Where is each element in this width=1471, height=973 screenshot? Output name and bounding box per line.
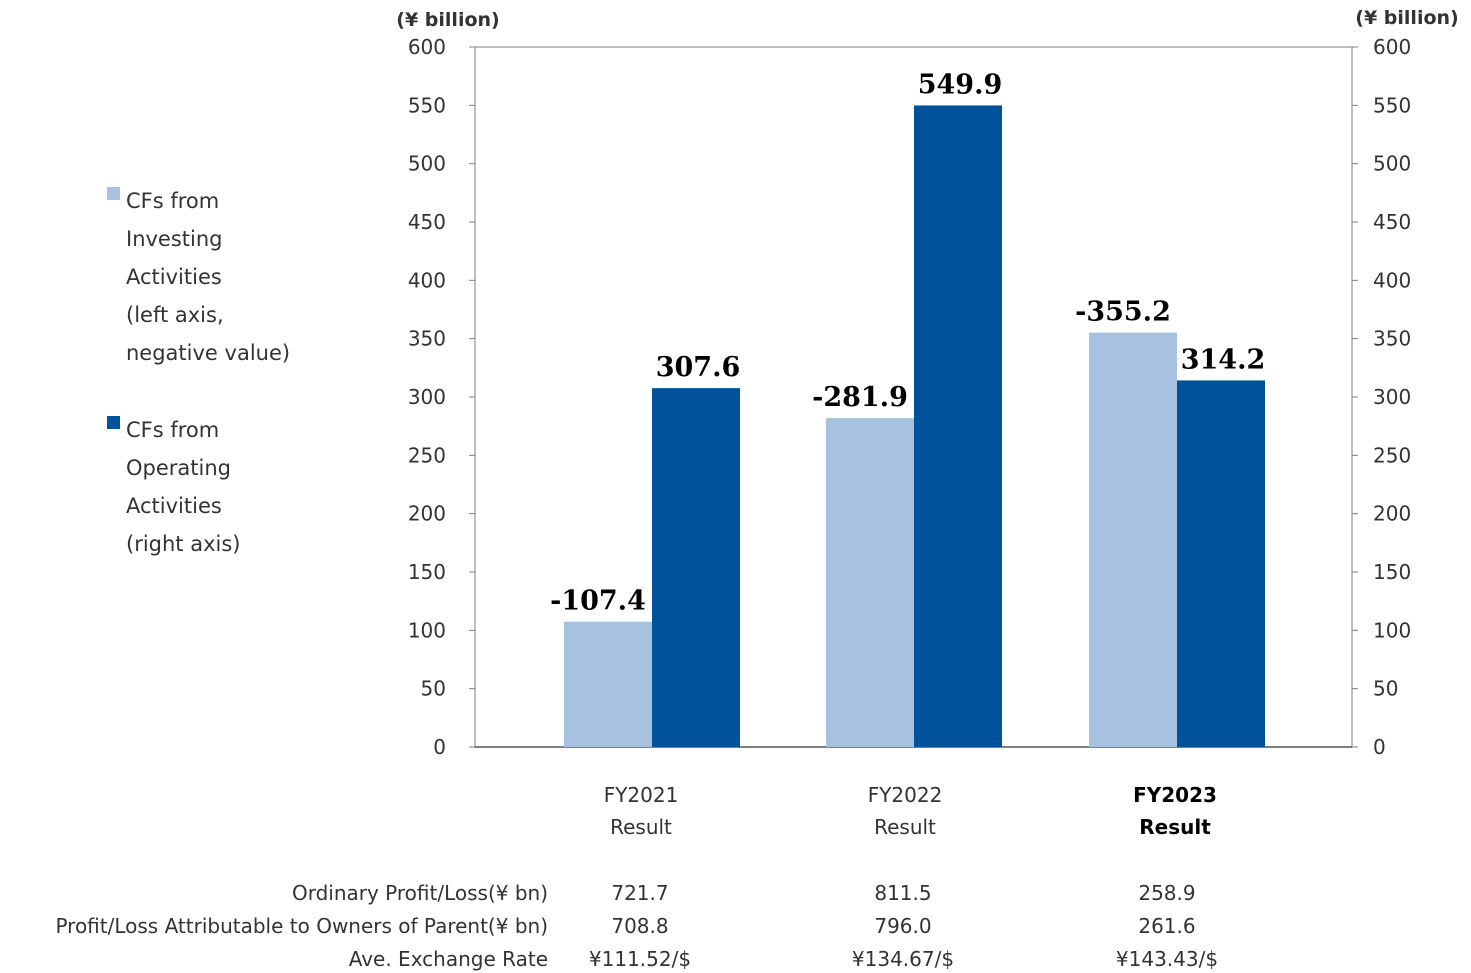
table-cell: 811.5 (874, 881, 931, 905)
left-tick-label: 100 (408, 618, 446, 642)
left-tick-label: 200 (408, 502, 446, 526)
investing-cf-label-2: -281.9 (812, 382, 908, 413)
table-cell: ¥134.67/$ (852, 947, 954, 971)
category-label-year: FY2021 (604, 783, 679, 807)
legend-swatch-2 (107, 416, 120, 429)
left-tick-label: 500 (408, 152, 446, 176)
right-tick-label: 550 (1373, 93, 1411, 117)
right-tick-label: 500 (1373, 152, 1411, 176)
legend: CFs from Investing Activities (left axis, ne… (107, 187, 290, 556)
left-tick-label: 450 (408, 210, 446, 234)
investing-cf-label-1: -107.4 (550, 586, 646, 617)
investing-cf-bar-1 (564, 621, 652, 747)
table-row-label: Ave. Exchange Rate (349, 947, 548, 971)
table-row-label: Profit/Loss Attributable to Owners of Pa… (55, 914, 548, 938)
right-tick-label: 400 (1373, 268, 1411, 292)
category-label-year: FY2022 (868, 783, 943, 807)
table-cell: 258.9 (1138, 881, 1195, 905)
table-cell: 721.7 (611, 881, 668, 905)
legend-text-2: Activities (126, 494, 222, 518)
right-tick-label: 600 (1373, 35, 1411, 59)
right-tick-label: 300 (1373, 385, 1411, 409)
right-tick-label: 350 (1373, 327, 1411, 351)
left-tick-label: 150 (408, 560, 446, 584)
left-axis: 0 50 100 150 200 250 300 350 400 450 500 550 600 (¥ b… (396, 9, 499, 759)
category-labels: FY2021 Result FY2022 Result FY2023 Result (604, 783, 1217, 839)
right-tick-label: 50 (1373, 677, 1398, 701)
legend-text-1: (left axis, (126, 303, 224, 327)
left-tick-label: 250 (408, 443, 446, 467)
table-cell: 796.0 (874, 914, 931, 938)
left-tick-label: 350 (408, 327, 446, 351)
operating-cf-label-2: 549.9 (918, 69, 1003, 100)
legend-text-1: Investing (126, 227, 223, 251)
right-tick-label: 0 (1373, 735, 1386, 759)
left-tick-label: 600 (408, 35, 446, 59)
legend-text-2: CFs from (126, 418, 219, 442)
legend-text-1: negative value) (126, 341, 290, 365)
right-tick-label: 200 (1373, 502, 1411, 526)
legend-text-2: (right axis) (126, 532, 240, 556)
left-tick-label: 0 (433, 735, 446, 759)
table-cell: 708.8 (611, 914, 668, 938)
legend-text-1: Activities (126, 265, 222, 289)
category-label-year: FY2023 (1133, 783, 1217, 807)
table-row-label: Ordinary Profit/Loss(¥ bn) (292, 881, 548, 905)
operating-cf-label-1: 307.6 (656, 352, 741, 383)
operating-cf-bar-2 (914, 105, 1002, 747)
left-tick-label: 400 (408, 268, 446, 292)
left-tick-label: 50 (421, 677, 446, 701)
right-tick-label: 450 (1373, 210, 1411, 234)
investing-cf-bar-3 (1089, 332, 1177, 747)
right-axis-unit: (¥ billion) (1355, 7, 1458, 29)
table-cell: 261.6 (1138, 914, 1195, 938)
table-cell: ¥143.43/$ (1116, 947, 1218, 971)
right-tick-label: 100 (1373, 618, 1411, 642)
category-label-type: Result (610, 815, 672, 839)
category-label-type: Result (1139, 815, 1211, 839)
left-tick-label: 550 (408, 93, 446, 117)
right-tick-label: 150 (1373, 560, 1411, 584)
data-labels: -107.4 -281.9 -355.2 307.6 549.9 314.2 (550, 69, 1265, 616)
operating-cf-label-3: 314.2 (1181, 344, 1266, 375)
investing-cf-bar-2 (826, 418, 914, 747)
legend-text-1: CFs from (126, 189, 219, 213)
legend-text-2: Operating (126, 456, 231, 480)
summary-table: Ordinary Profit/Loss(¥ bn) 721.7 811.5 258.… (55, 881, 1218, 971)
operating-cf-bar-3 (1177, 380, 1265, 747)
table-cell: ¥111.52/$ (589, 947, 691, 971)
bars (564, 105, 1265, 747)
investing-cf-label-3: -355.2 (1075, 297, 1171, 328)
right-axis: 0 50 100 150 200 250 300 350 400 450 500 550 600 (¥ b… (1352, 7, 1459, 759)
left-axis-unit: (¥ billion) (396, 9, 499, 31)
right-tick-label: 250 (1373, 443, 1411, 467)
left-tick-label: 300 (408, 385, 446, 409)
legend-swatch-1 (107, 187, 120, 200)
category-label-type: Result (874, 815, 936, 839)
operating-cf-bar-1 (652, 388, 740, 747)
